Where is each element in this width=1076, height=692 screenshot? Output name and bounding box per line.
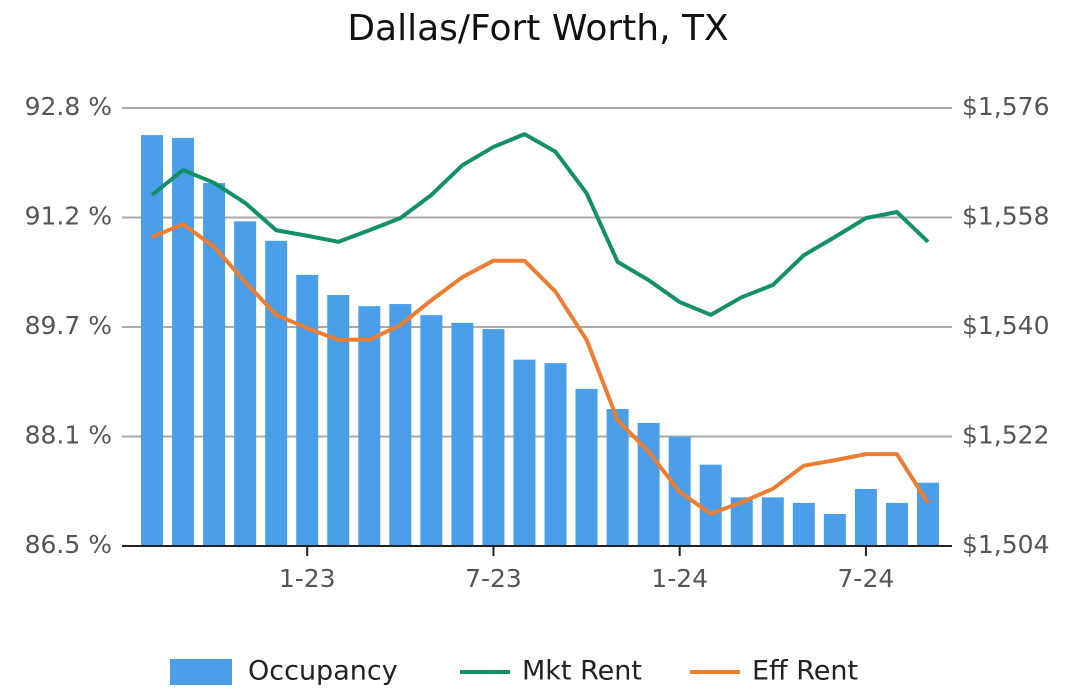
y-tick-label: 92.8 %	[25, 92, 112, 121]
bar	[699, 464, 722, 546]
bar	[854, 488, 877, 546]
line	[150, 132, 930, 317]
bar	[234, 221, 257, 547]
bar	[637, 422, 660, 546]
y2-tick-label: $1,522	[962, 421, 1049, 450]
y2-tick-label: $1,558	[962, 202, 1049, 231]
legend-label: Mkt Rent	[522, 656, 642, 687]
x-tick-label: 7-24	[838, 564, 895, 593]
bar	[823, 514, 846, 546]
y-tick-label: 89.7 %	[25, 311, 112, 340]
bar	[451, 322, 474, 546]
bar	[389, 304, 412, 546]
bar	[203, 183, 226, 547]
y-tick-label: 88.1 %	[25, 421, 112, 450]
bar	[327, 295, 350, 546]
y2-tick-label: $1,540	[962, 311, 1049, 340]
y2-tick-label: $1,504	[962, 530, 1049, 559]
x-tick-label: 1-23	[279, 564, 336, 593]
bar	[482, 329, 505, 546]
legend-label: Occupancy	[248, 656, 398, 687]
legend-label: Eff Rent	[752, 656, 858, 687]
line	[151, 222, 930, 516]
bar	[730, 497, 753, 546]
bar	[544, 363, 567, 546]
bar	[420, 315, 443, 546]
y2-tick-label: $1,576	[962, 92, 1049, 121]
bar	[172, 137, 195, 546]
y-tick-label: 91.2 %	[25, 202, 112, 231]
chart-title: Dallas/Fort Worth, TX	[347, 8, 728, 49]
bar	[141, 135, 164, 546]
bar	[792, 502, 815, 546]
bar	[265, 240, 288, 547]
y-tick-label: 86.5 %	[25, 530, 112, 559]
bar	[606, 409, 629, 546]
legend-swatch	[170, 659, 232, 685]
bar	[916, 482, 939, 546]
bar	[513, 359, 536, 546]
bar	[296, 274, 319, 546]
x-tick-label: 7-23	[465, 564, 522, 593]
bar	[885, 502, 908, 546]
bar	[358, 306, 381, 546]
bar	[761, 497, 784, 546]
x-tick-label: 1-24	[651, 564, 708, 593]
bar	[575, 388, 598, 546]
